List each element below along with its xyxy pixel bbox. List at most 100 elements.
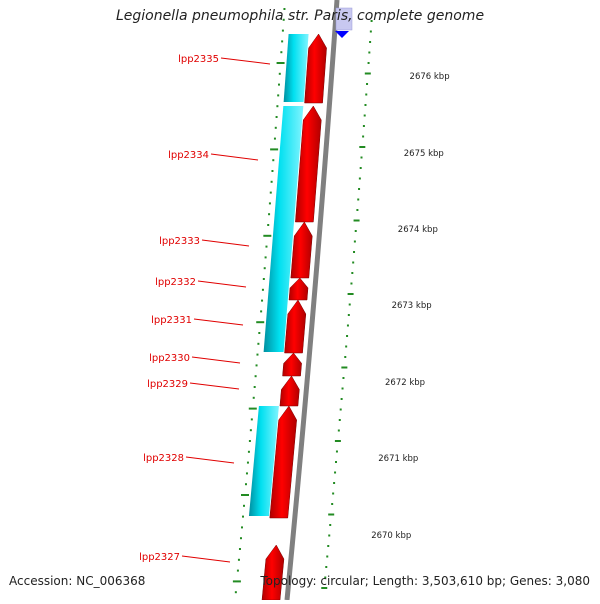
inner-tick-mark: [275, 116, 278, 118]
outer-tick-mark: [359, 167, 362, 169]
outer-tick-mark: [333, 482, 336, 484]
scale-label: 2670 kbp: [371, 531, 411, 541]
outer-tick-mark: [353, 219, 360, 222]
scale-label: 2675 kbp: [404, 149, 444, 159]
gene-label: lpp2333: [159, 236, 200, 247]
inner-tick-mark: [278, 72, 281, 75]
outer-tick-mark: [360, 156, 363, 159]
outer-tick-mark: [335, 461, 338, 463]
inner-tick-mark: [262, 278, 265, 280]
inner-tick-mark: [276, 105, 279, 108]
outer-tick-mark: [341, 387, 344, 390]
inner-tick-mark: [271, 170, 274, 172]
outer-tick-mark: [321, 587, 328, 589]
position-marker-box: [335, 7, 353, 31]
topology-text: Topology: circular; Length: 3,503,610 bp…: [260, 574, 590, 588]
gene-leader-line: [201, 239, 250, 247]
inner-tick-mark: [240, 526, 243, 529]
gene-label: lpp2328: [143, 453, 184, 464]
inner-tick-mark: [276, 62, 285, 64]
outer-tick-mark: [334, 471, 337, 474]
inner-tick-mark: [253, 386, 256, 388]
inner-tick-mark: [277, 83, 280, 86]
inner-tick-mark: [256, 353, 259, 356]
inner-tick-mark: [263, 267, 266, 270]
accession-text: Accession: NC_006368: [9, 574, 146, 588]
gene-arrow: [279, 375, 300, 407]
outer-tick-mark: [342, 377, 345, 379]
outer-tick-mark: [348, 303, 351, 306]
outer-tick-mark: [327, 545, 330, 547]
outer-tick-mark: [338, 419, 341, 421]
cds-band-segment: [248, 406, 279, 516]
outer-tick-mark: [356, 209, 359, 211]
outer-tick-mark: [369, 30, 372, 33]
gene-label: lpp2331: [151, 315, 192, 326]
gene-arrow: [304, 33, 327, 104]
inner-tick-mark: [268, 213, 271, 216]
inner-tick-mark: [280, 51, 283, 54]
inner-tick-mark: [254, 375, 257, 378]
outer-tick-mark: [358, 188, 361, 190]
outer-tick-mark: [324, 576, 327, 579]
inner-tick-mark: [243, 504, 246, 507]
inner-tick-mark: [281, 40, 284, 43]
scale-label: 2676 kbp: [410, 72, 450, 82]
gene-leader-line: [193, 318, 244, 326]
inner-tick-mark: [236, 569, 239, 572]
inner-tick-mark: [270, 148, 279, 151]
inner-tick-mark: [268, 202, 271, 205]
outer-tick-mark: [346, 335, 349, 337]
outer-tick-mark: [335, 450, 338, 453]
inner-tick-mark: [252, 396, 255, 399]
scale-label: 2674 kbp: [398, 225, 438, 235]
inner-tick-mark: [282, 18, 285, 21]
outer-tick-mark: [350, 282, 353, 285]
gene-label: lpp2330: [149, 353, 190, 364]
inner-tick-mark: [283, 8, 286, 10]
gene-label: lpp2334: [168, 150, 209, 161]
inner-tick-mark: [246, 461, 249, 464]
outer-tick-mark: [364, 104, 367, 106]
gene-leader-line: [189, 382, 240, 390]
gene-arrow: [290, 221, 313, 279]
inner-tick-mark: [261, 299, 264, 302]
map-title: Legionella pneumophila str. Paris, compl…: [115, 8, 485, 24]
inner-tick-mark: [260, 310, 263, 313]
outer-tick-mark: [370, 20, 373, 22]
inner-tick-mark: [234, 591, 237, 594]
gene-arrow: [269, 405, 297, 519]
outer-tick-mark: [369, 41, 372, 43]
inner-tick-mark: [277, 94, 280, 97]
gene-leader-line: [191, 356, 241, 364]
inner-tick-mark: [240, 494, 249, 496]
outer-tick-mark: [328, 513, 335, 516]
outer-tick-mark: [345, 345, 348, 348]
inner-tick-mark: [258, 332, 261, 334]
inner-tick-mark: [272, 159, 275, 162]
outer-tick-mark: [337, 429, 340, 432]
inner-tick-mark: [232, 580, 241, 583]
outer-tick-mark: [344, 356, 347, 358]
gene-leader-line: [185, 456, 235, 464]
outer-tick-mark: [354, 230, 357, 232]
scale-label: 2673 kbp: [392, 301, 432, 311]
inner-tick-mark: [242, 515, 245, 518]
inner-tick-mark: [245, 472, 248, 475]
inner-tick-mark: [255, 364, 258, 367]
outer-tick-mark: [339, 408, 342, 411]
inner-tick-mark: [249, 429, 252, 432]
outer-tick-mark: [364, 72, 371, 75]
outer-tick-mark: [352, 261, 355, 264]
outer-tick-mark: [351, 272, 354, 274]
gene-arrow: [288, 277, 309, 301]
inner-tick-mark: [238, 548, 241, 550]
outer-tick-mark: [328, 534, 331, 537]
gene-leader-line: [210, 153, 259, 161]
inner-tick-mark: [265, 245, 268, 248]
inner-tick-mark: [270, 180, 273, 183]
outer-tick-mark: [329, 524, 332, 526]
scale-label: 2671 kbp: [378, 454, 418, 464]
outer-tick-mark: [366, 83, 369, 85]
